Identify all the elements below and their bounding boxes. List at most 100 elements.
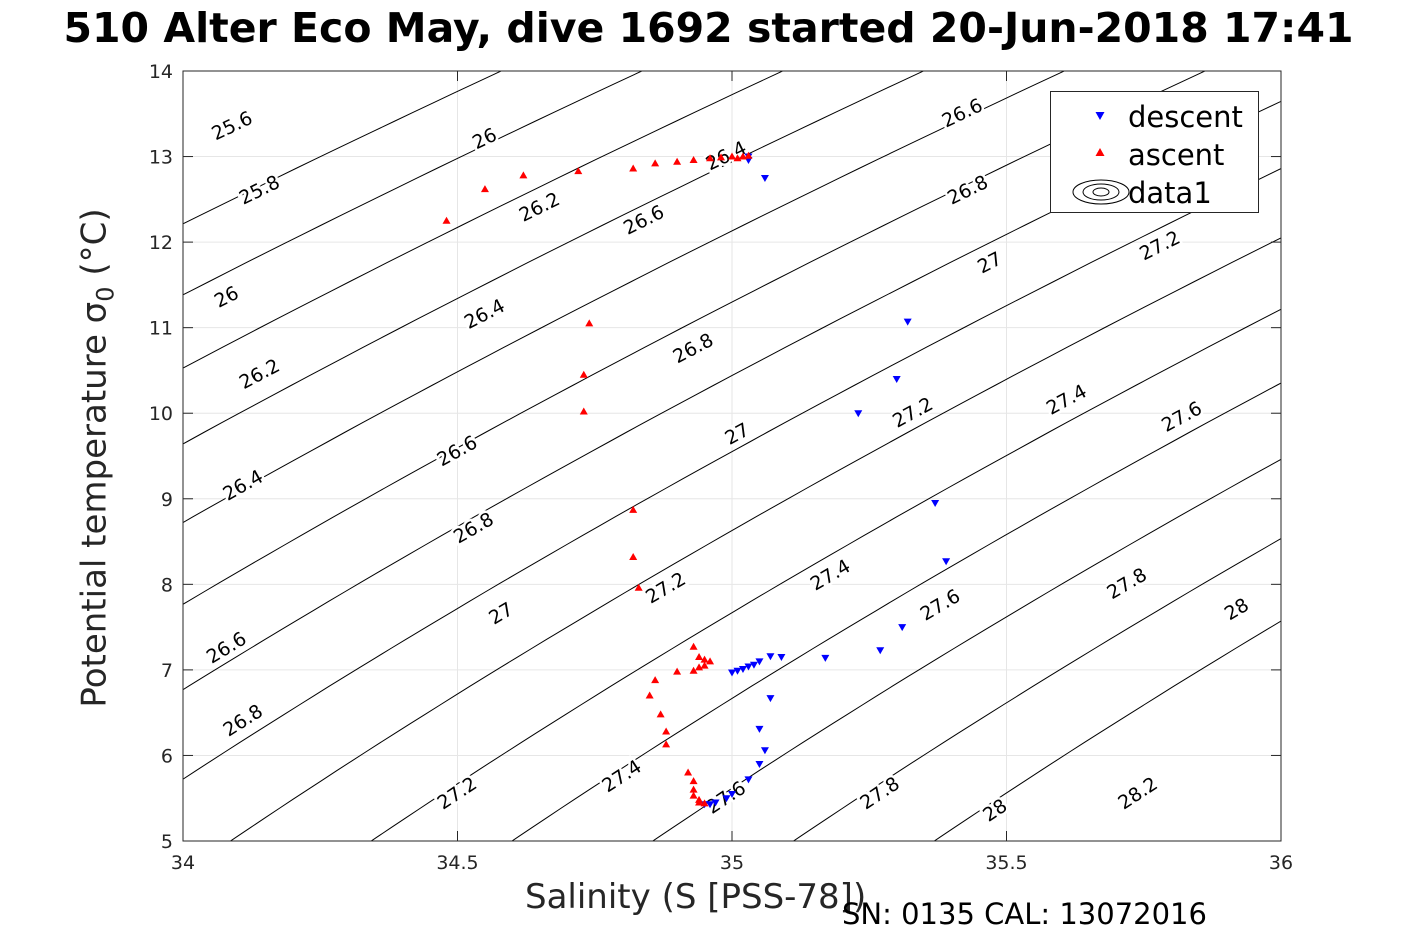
descent-point bbox=[728, 669, 736, 677]
legend-item-data1: data1 bbox=[1051, 174, 1260, 210]
ascent-point bbox=[645, 691, 654, 699]
ascent-point bbox=[662, 740, 671, 748]
ascent-point bbox=[634, 583, 643, 591]
serial-calibration-note: SN: 0135 CAL: 13072016 bbox=[842, 897, 1207, 931]
triangle-up-icon bbox=[1095, 148, 1105, 156]
ascent-point bbox=[673, 157, 682, 165]
y-tick-label: 5 bbox=[161, 831, 173, 853]
descent-point bbox=[766, 653, 775, 661]
ascent-point bbox=[629, 505, 638, 513]
ascent-point bbox=[700, 655, 709, 663]
x-tick-label: 35.5 bbox=[985, 852, 1027, 874]
contour-line bbox=[183, 71, 1066, 524]
descent-point bbox=[854, 410, 863, 418]
legend: descent ascent data1 bbox=[1050, 91, 1259, 213]
descent-point bbox=[755, 761, 764, 768]
ascent-point bbox=[689, 666, 698, 674]
y-axis-label-subscript: 0 bbox=[91, 286, 120, 302]
descent-point bbox=[942, 558, 951, 566]
y-tick-label: 14 bbox=[149, 61, 173, 83]
ascent-point bbox=[689, 155, 698, 163]
axis-ticks: 34 34.5 35 35.5 36 5 6 7 8 9 10 11 12 13 14 bbox=[149, 61, 1293, 874]
contour-line bbox=[792, 538, 1281, 841]
contour-line bbox=[183, 71, 503, 225]
ascent-point bbox=[656, 710, 665, 718]
x-tick-label: 35 bbox=[720, 852, 744, 874]
ascent-point bbox=[662, 727, 671, 735]
legend-item-ascent: ascent bbox=[1051, 136, 1260, 172]
descent-point bbox=[766, 695, 775, 703]
ascent-point bbox=[651, 159, 660, 167]
ascent-point bbox=[738, 152, 747, 160]
legend-label-ascent: ascent bbox=[1128, 138, 1225, 172]
ascent-point bbox=[629, 552, 638, 560]
descent-point bbox=[744, 663, 753, 671]
x-tick-label: 34 bbox=[171, 852, 195, 874]
descent-point bbox=[777, 654, 786, 662]
contour-line bbox=[651, 458, 1281, 841]
ascent-point bbox=[651, 676, 660, 684]
ascent-point bbox=[689, 785, 698, 793]
contour-line bbox=[933, 620, 1281, 841]
ascent-point bbox=[579, 407, 588, 415]
ascent-point bbox=[706, 154, 715, 162]
legend-item-descent: descent bbox=[1051, 98, 1260, 134]
descent-point bbox=[876, 647, 885, 655]
descent-point bbox=[755, 725, 764, 733]
descent-point bbox=[898, 624, 907, 632]
legend-label-data1: data1 bbox=[1128, 176, 1212, 210]
y-axis-label: Potential temperature σ0 (°C) bbox=[74, 208, 120, 708]
descent-point bbox=[722, 795, 731, 803]
descent-point bbox=[706, 801, 715, 809]
contour-line bbox=[511, 382, 1281, 841]
contour-line bbox=[183, 168, 1281, 780]
y-tick-label: 12 bbox=[149, 232, 173, 254]
descent-point bbox=[903, 318, 912, 326]
y-tick-label: 6 bbox=[161, 745, 173, 767]
ascent-point bbox=[700, 661, 709, 669]
y-tick-label: 8 bbox=[161, 574, 173, 596]
contour-icon bbox=[1072, 179, 1130, 205]
descent-point bbox=[821, 654, 830, 662]
ascent-point bbox=[585, 319, 594, 327]
ascent-point bbox=[519, 171, 528, 179]
descent-point bbox=[728, 790, 736, 798]
ascent-point bbox=[717, 153, 726, 161]
descent-point bbox=[931, 500, 940, 508]
ascent-point bbox=[579, 370, 588, 378]
ascent-point bbox=[695, 663, 704, 671]
y-tick-label: 11 bbox=[149, 318, 173, 340]
ascent-point bbox=[480, 185, 489, 193]
ascent-point bbox=[684, 768, 693, 776]
ascent-point bbox=[629, 164, 638, 172]
ascent-point bbox=[574, 167, 583, 175]
ascent-point bbox=[689, 642, 698, 650]
ascent-point bbox=[673, 667, 682, 675]
descent-point bbox=[744, 776, 753, 784]
contour-line bbox=[183, 71, 784, 369]
y-tick-label: 13 bbox=[149, 147, 173, 169]
x-tick-label: 34.5 bbox=[436, 852, 478, 874]
contour-line bbox=[183, 71, 1207, 605]
descent-point bbox=[892, 376, 901, 383]
ascent-point bbox=[695, 653, 704, 661]
ascent-point bbox=[689, 791, 698, 799]
descent-point bbox=[760, 174, 769, 182]
y-axis-label-text: Potential temperature bbox=[74, 334, 115, 708]
ascent-point bbox=[700, 799, 709, 807]
x-axis-label: Salinity (S [PSS-78]) bbox=[525, 877, 867, 917]
ascent-series bbox=[442, 151, 753, 807]
y-axis-label-units: (°C) bbox=[74, 208, 115, 287]
descent-point bbox=[755, 658, 764, 666]
chart-title: 510 Alter Eco May, dive 1692 started 20-… bbox=[63, 4, 1354, 52]
contour-line bbox=[183, 71, 644, 296]
x-tick-label: 36 bbox=[1269, 852, 1293, 874]
descent-series bbox=[700, 153, 951, 809]
descent-point bbox=[760, 747, 769, 755]
ascent-point bbox=[728, 152, 736, 160]
ascent-point bbox=[442, 216, 451, 224]
contour-line bbox=[183, 71, 925, 445]
y-tick-label: 9 bbox=[161, 489, 173, 511]
ascent-point bbox=[689, 777, 698, 785]
ascent-point bbox=[744, 151, 753, 159]
